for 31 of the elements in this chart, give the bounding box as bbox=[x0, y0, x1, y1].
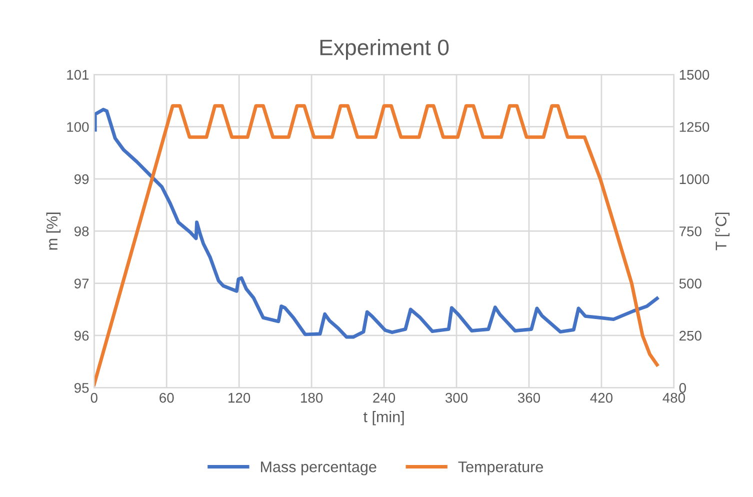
y-tick-label: 95 bbox=[74, 382, 89, 393]
y2-tick-label: 1000 bbox=[680, 174, 710, 184]
x-axis-title: t [min] bbox=[363, 411, 404, 426]
y-tick-label: 100 bbox=[67, 122, 89, 132]
y-axis-title: m [%] bbox=[46, 212, 61, 250]
x-tick-label: 0 bbox=[90, 392, 98, 403]
x-tick-label: 480 bbox=[662, 392, 685, 403]
x-tick-label: 360 bbox=[518, 392, 540, 403]
x-tick-label: 180 bbox=[301, 392, 323, 403]
y2-tick-label: 250 bbox=[679, 330, 702, 341]
y-tick-label: 96 bbox=[74, 330, 89, 341]
line-series bbox=[94, 104, 659, 386]
chart-title: Experiment 0 bbox=[320, 39, 449, 60]
y2-tick-label: 750 bbox=[680, 226, 702, 236]
y2-tick-label: 500 bbox=[679, 278, 702, 288]
y2-tick-label: 1500 bbox=[680, 70, 710, 80]
y2-tick-label: 1250 bbox=[680, 122, 710, 132]
legend-label: Mass percentage bbox=[261, 462, 376, 476]
x-tick-label: 240 bbox=[373, 392, 396, 403]
legend-label: Temperature bbox=[458, 462, 543, 476]
y-tick-label: 97 bbox=[74, 278, 89, 288]
x-tick-label: 120 bbox=[228, 392, 250, 403]
y-tick-label: 98 bbox=[74, 226, 89, 236]
line-series bbox=[94, 108, 659, 339]
y2-axis-title: T [°C] bbox=[715, 212, 730, 250]
y-tick-label: 101 bbox=[67, 70, 89, 80]
x-tick-label: 300 bbox=[445, 392, 468, 403]
x-tick-label: 60 bbox=[160, 392, 174, 403]
y2-tick-label: 0 bbox=[679, 382, 686, 393]
x-tick-label: 420 bbox=[590, 392, 613, 403]
y-tick-label: 99 bbox=[74, 174, 89, 184]
